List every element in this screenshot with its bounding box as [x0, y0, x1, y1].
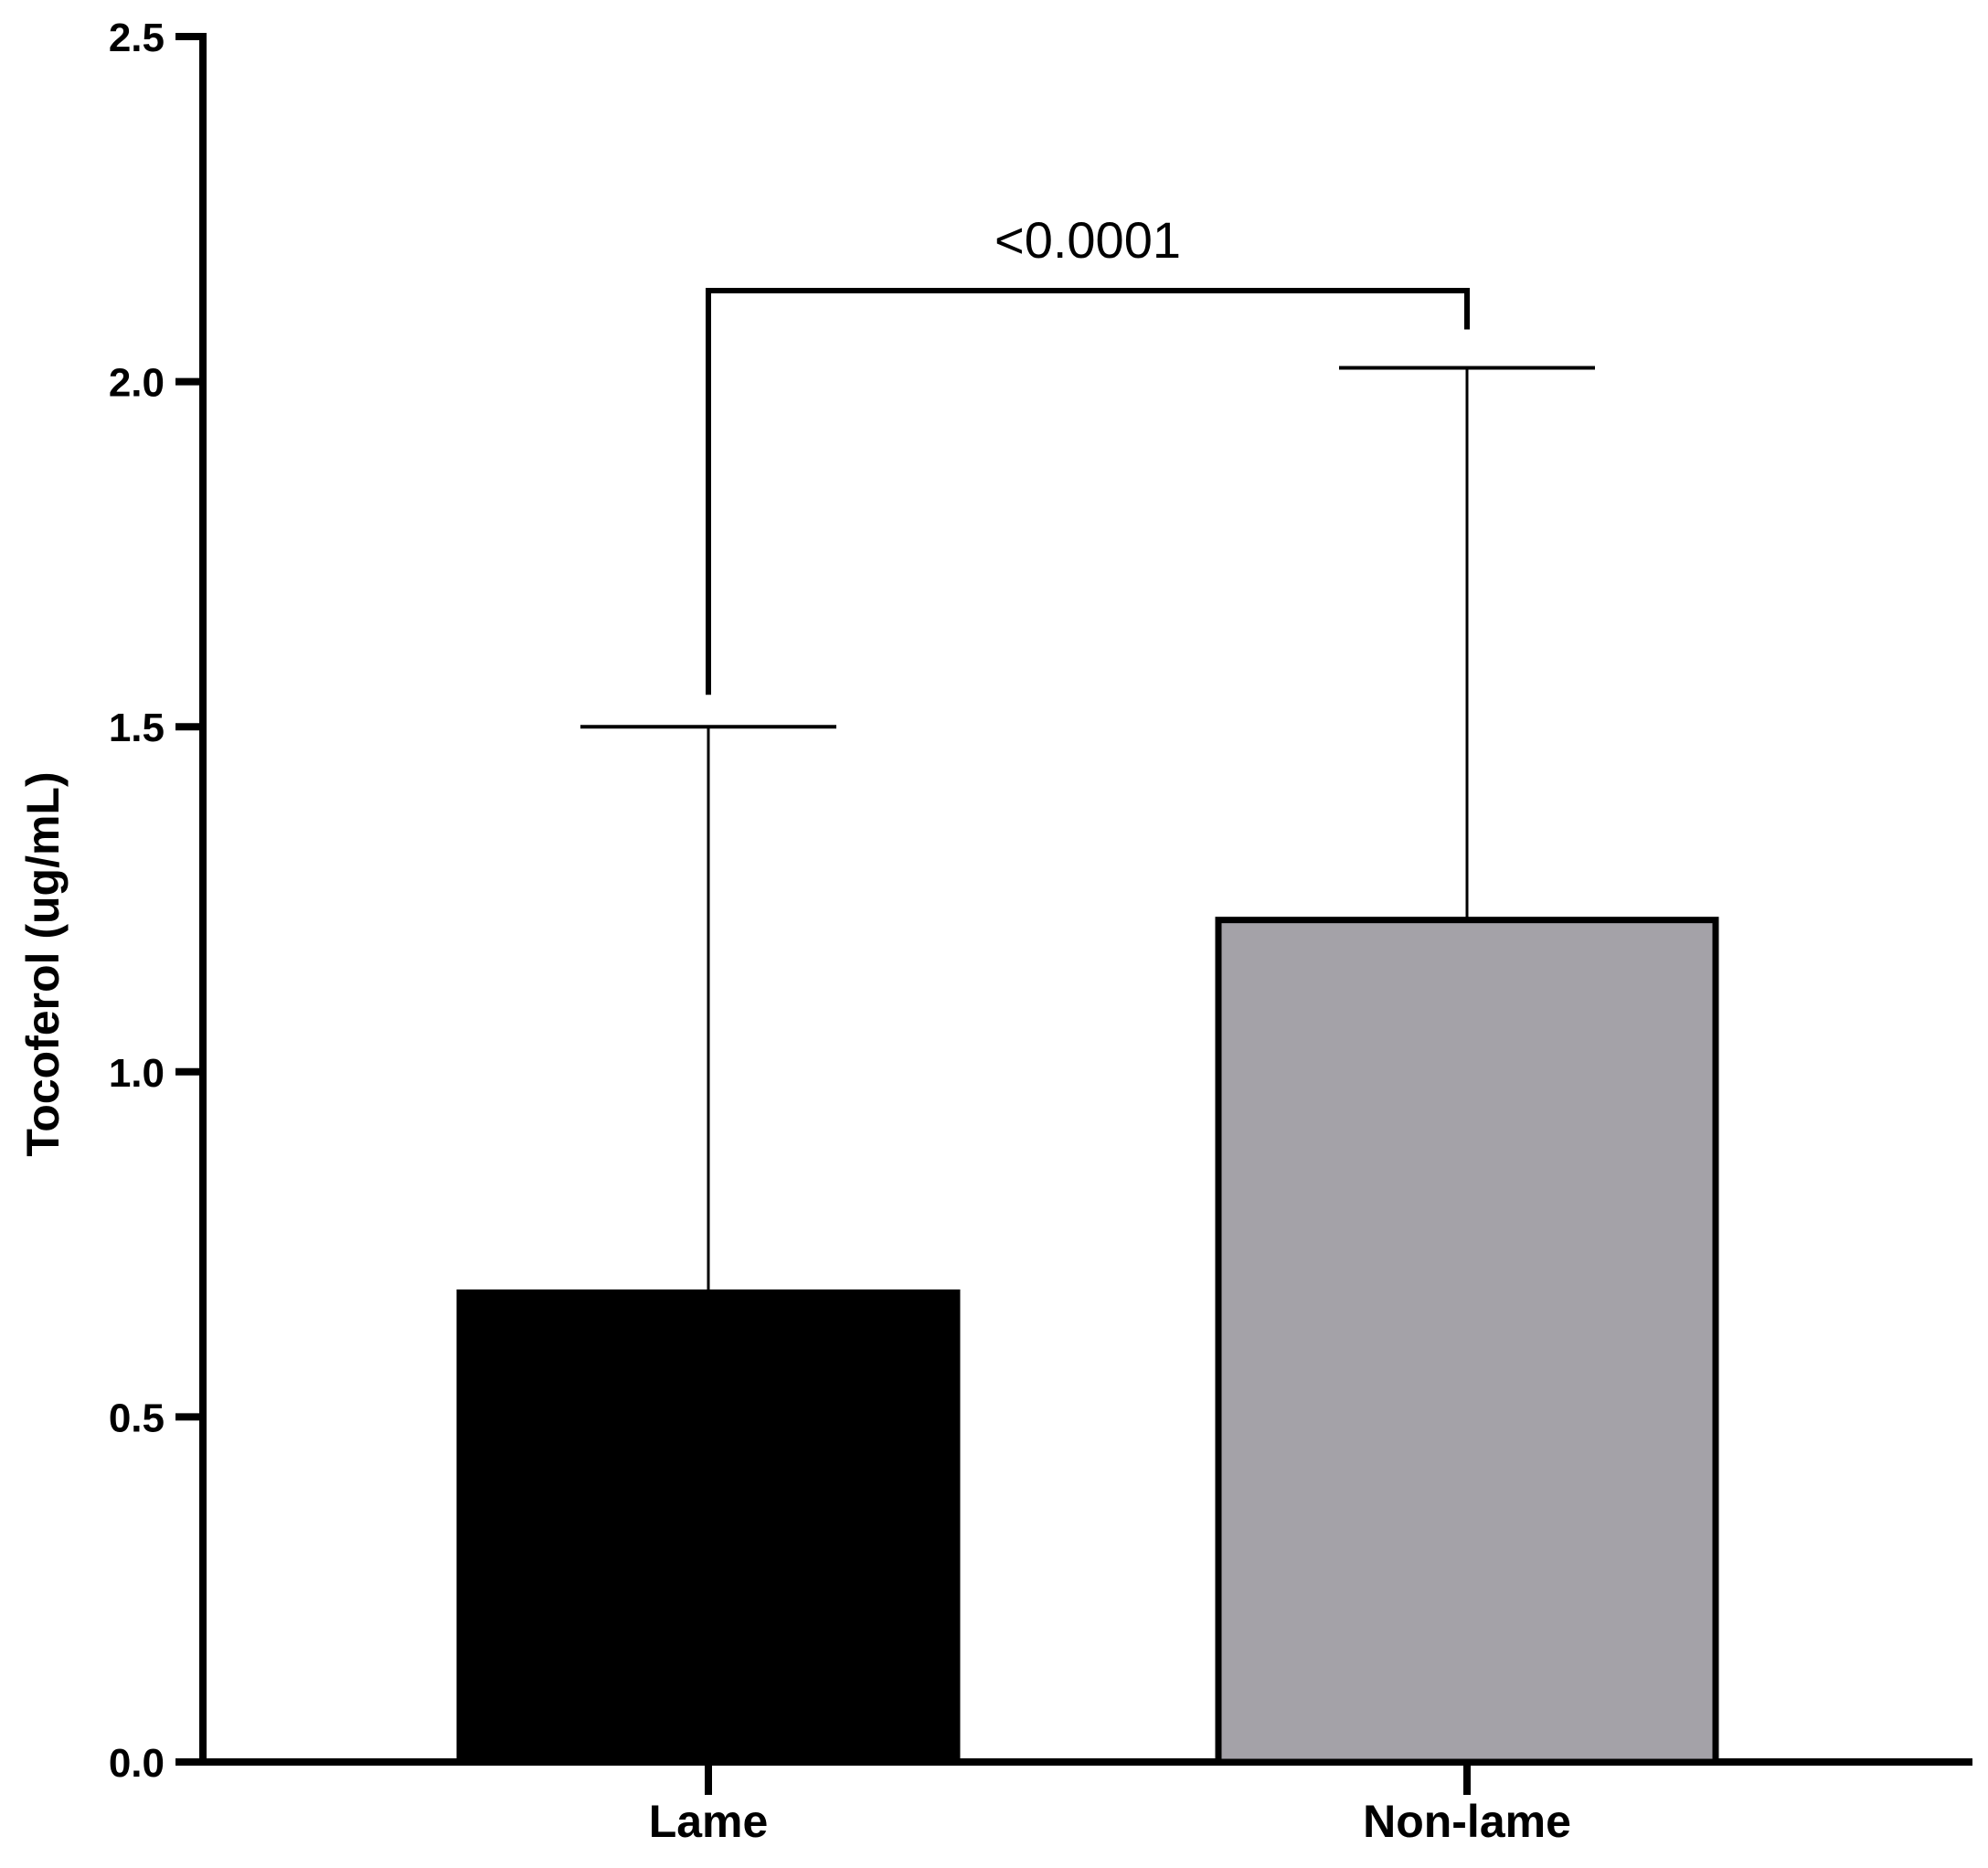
y-tick-label-4: 2.0	[109, 361, 165, 406]
bar-group-0: Lame	[456, 725, 961, 1847]
y-tick-2: 1.0	[109, 1051, 203, 1096]
y-tick-0: 0.0	[109, 1741, 203, 1786]
y-tick-5: 2.5	[109, 16, 203, 60]
y-tick-label-0: 0.0	[109, 1741, 165, 1786]
bar-1	[1215, 917, 1719, 1766]
significance-annotation: <0.0001	[706, 211, 1470, 695]
y-tick-label-1: 0.5	[109, 1396, 165, 1440]
significance-bracket	[706, 288, 1470, 695]
y-tick-1: 0.5	[109, 1396, 203, 1440]
y-tick-label-3: 1.5	[109, 706, 165, 750]
bar-0	[456, 1289, 961, 1766]
y-ticks: 0.0 0.5 1.0 1.5 2.0 2.5	[109, 16, 203, 1786]
bar-group-1: Non-lame	[1215, 366, 1719, 1847]
y-tick-label-5: 2.5	[109, 16, 165, 60]
x-tick-label-1: Non-lame	[1363, 1796, 1571, 1847]
y-tick-3: 1.5	[109, 706, 203, 750]
bars: Lame Non-lame	[456, 366, 1719, 1847]
y-tick-4: 2.0	[109, 361, 203, 406]
x-tick-label-0: Lame	[649, 1796, 769, 1847]
y-tick-label-2: 1.0	[109, 1051, 165, 1096]
y-axis-title: Tocoferol (ug/mL)	[17, 771, 69, 1156]
significance-label: <0.0001	[994, 211, 1181, 269]
